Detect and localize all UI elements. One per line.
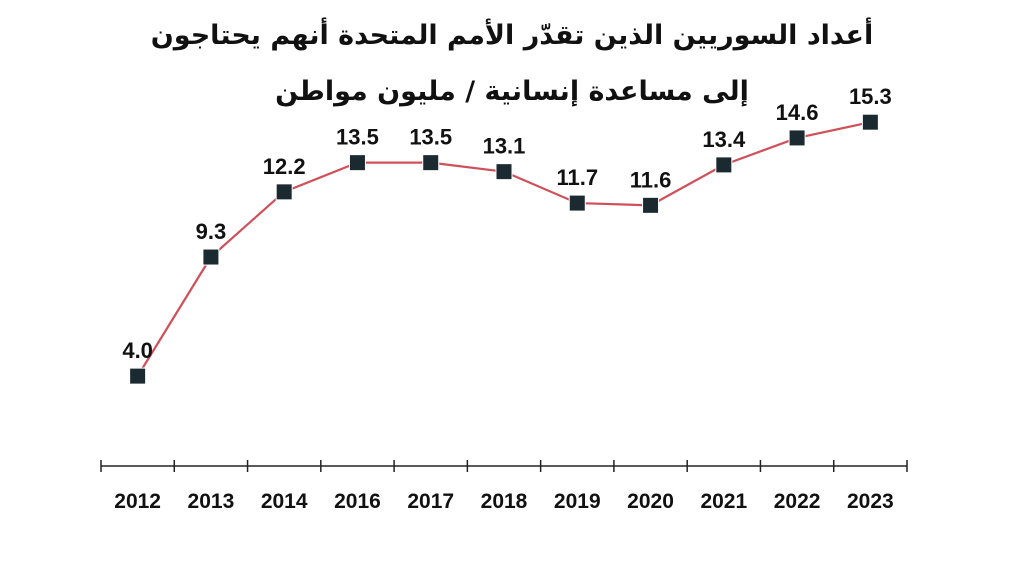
series-line (136, 121, 871, 377)
x-tick-label: 2016 (334, 490, 381, 513)
x-tick-label: 2019 (554, 490, 601, 513)
data-point-marker (422, 154, 440, 172)
data-point-marker (275, 183, 293, 201)
x-tick-label: 2020 (627, 490, 674, 513)
x-tick-label: 2012 (114, 490, 161, 513)
x-tick-label: 2018 (481, 490, 528, 513)
x-tick-label: 2021 (700, 490, 747, 513)
data-point-marker (202, 248, 220, 266)
data-label: 14.6 (776, 100, 819, 125)
data-point-marker (642, 196, 660, 214)
data-label: 15.3 (849, 84, 892, 109)
x-tick-label: 2022 (774, 490, 821, 513)
x-axis: 2012 2013 2014 2016 2017 2018 2019 2020 2021 2022… (100, 460, 908, 513)
x-tick-label: 2014 (261, 490, 308, 513)
data-point-marker (495, 163, 513, 181)
data-point-marker (129, 367, 147, 385)
data-label: 13.4 (702, 127, 746, 152)
x-tick-label: 2023 (847, 490, 894, 513)
data-label: 12.2 (263, 154, 306, 179)
data-point-marker (348, 154, 366, 172)
data-labels: 4.0 9.3 12.2 13.5 13.5 13.1 11.7 11.6 13.4 14.6 15… (122, 84, 891, 363)
chart-title: أعداد السوريين الذين تقدّر الأمم المتحدة… (150, 20, 874, 51)
x-tick-label: 2017 (407, 490, 454, 513)
data-point-marker (788, 129, 806, 147)
data-label: 4.0 (122, 338, 153, 363)
data-point-marker (715, 156, 733, 174)
data-point-marker (861, 113, 879, 131)
chart-subtitle: إلى مساعدة إنسانية / مليون مواطن (275, 76, 749, 107)
x-tick-label: 2013 (188, 490, 235, 513)
series-layer (129, 113, 879, 385)
data-label: 9.3 (196, 219, 227, 244)
data-label: 13.5 (409, 125, 452, 150)
data-label: 13.5 (336, 125, 379, 150)
data-point-marker (568, 194, 586, 212)
data-label: 11.7 (556, 165, 598, 190)
data-label: 13.1 (483, 134, 526, 159)
data-label: 11.6 (630, 167, 672, 192)
